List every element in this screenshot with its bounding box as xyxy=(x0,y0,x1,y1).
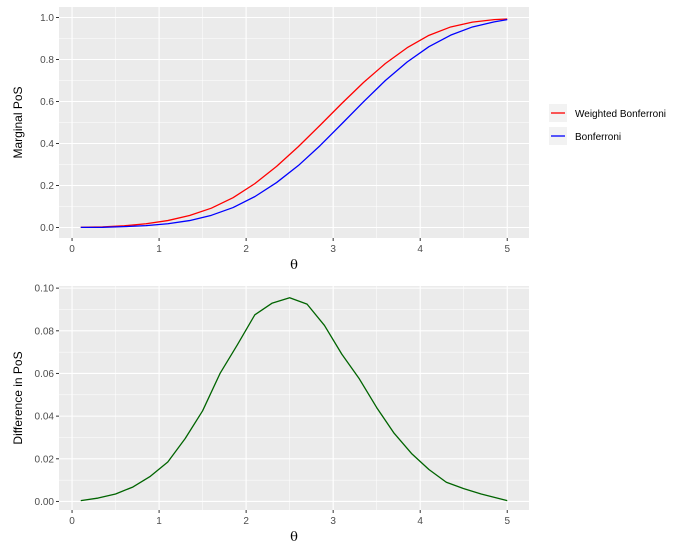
marginal-pos-panel: 0 1 2 3 4 5 0.0 0.2 0.4 0.6 0.8 1.0 θ Marginal PoS xyxy=(11,7,529,273)
x-tick-label: 3 xyxy=(330,244,336,255)
y-tick-label: 0.2 xyxy=(40,181,54,192)
ticks: 0 1 2 3 4 5 0.0 0.2 0.4 0.6 0.8 1.0 xyxy=(40,13,510,255)
difference-pos-panel: 0 1 2 3 4 5 0.00 0.02 0.04 0.06 0.08 0.10 θ Differe… xyxy=(11,284,529,545)
x-tick-label: 1 xyxy=(156,516,162,527)
legend-label-bonferroni: Bonferroni xyxy=(575,132,621,143)
y-tick-label: 0.8 xyxy=(40,55,54,66)
legend-label-weighted-bonferroni: Weighted Bonferroni xyxy=(575,109,666,120)
y-tick-label: 0.4 xyxy=(40,139,54,150)
grid xyxy=(59,7,529,238)
panel-background xyxy=(59,286,529,510)
y-tick-label: 0.10 xyxy=(35,284,55,295)
x-tick-label: 2 xyxy=(243,516,249,527)
y-axis-title: Marginal PoS xyxy=(11,86,25,158)
x-tick-label: 3 xyxy=(330,516,336,527)
series-0-line xyxy=(80,297,508,502)
x-tick-label: 0 xyxy=(69,244,75,255)
bonferroni-line xyxy=(80,18,508,229)
y-tick-label: 0.04 xyxy=(35,412,55,423)
y-axis-title: Difference in PoS xyxy=(11,351,25,444)
x-tick-label: 4 xyxy=(417,516,423,527)
y-tick-label: 0.02 xyxy=(35,454,55,465)
x-tick-label: 2 xyxy=(243,244,249,255)
x-tick-label: 0 xyxy=(69,516,75,527)
y-tick-label: 1.0 xyxy=(40,13,54,24)
ticks: 0 1 2 3 4 5 0.00 0.02 0.04 0.06 0.08 0.10 xyxy=(35,284,511,527)
x-tick-label: 1 xyxy=(156,244,162,255)
grid xyxy=(59,286,529,510)
weighted-bonferroni-line xyxy=(80,18,508,228)
x-tick-label: 4 xyxy=(417,244,423,255)
y-tick-label: 0.6 xyxy=(40,97,54,108)
x-tick-label: 5 xyxy=(504,244,510,255)
series-lines xyxy=(80,18,508,229)
legend: Weighted Bonferroni Bonferroni xyxy=(549,104,666,145)
x-axis-title: θ xyxy=(290,258,298,273)
x-tick-label: 5 xyxy=(504,516,510,527)
y-tick-label: 0.00 xyxy=(35,497,55,508)
y-tick-label: 0.0 xyxy=(40,223,54,234)
y-tick-label: 0.06 xyxy=(35,369,55,380)
series-lines xyxy=(80,297,508,502)
y-tick-label: 0.08 xyxy=(35,326,55,337)
x-axis-title: θ xyxy=(290,530,298,545)
